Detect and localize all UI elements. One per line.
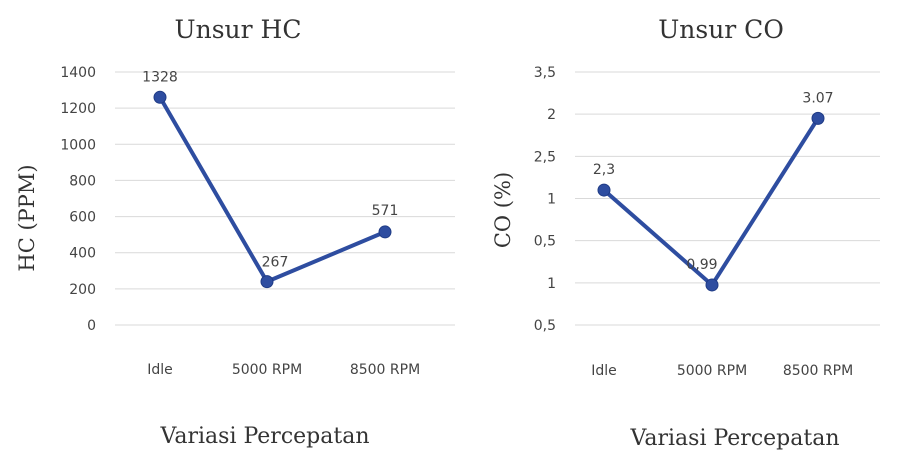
chart-co-x-tick-label: Idle [591, 363, 617, 379]
chart-co-title: Unsur CO [658, 15, 784, 44]
chart-co-data-label: 0,99 [686, 257, 717, 273]
chart-co: Unsur CO CO (%) Variasi Percepatan 0,510… [491, 15, 880, 451]
chart-hc-y-tick-label: 200 [69, 282, 96, 298]
chart-hc-x-tick-label: 8500 RPM [350, 362, 420, 378]
chart-co-y-tick-label: 0,5 [534, 318, 556, 334]
chart-hc-data-label: 267 [262, 255, 289, 271]
chart-hc-x-tick-label: Idle [147, 362, 173, 378]
chart-co-x-ticks: Idle 5000 RPM 8500 RPM [591, 363, 853, 379]
chart-hc-y-tick-label: 1200 [60, 101, 96, 117]
chart-co-data-label: 3.07 [802, 90, 833, 106]
chart-co-data-point [705, 278, 719, 292]
chart-co-data-point [811, 111, 825, 125]
chart-hc-data-point [260, 275, 274, 289]
chart-hc-data-point [153, 90, 167, 104]
chart-hc-data-point [378, 225, 392, 239]
chart-hc-y-tick-label: 1400 [60, 65, 96, 81]
chart-hc-gridlines [115, 71, 455, 326]
chart-hc-data-label: 1328 [142, 69, 178, 85]
chart-co-data-label: 2,3 [593, 162, 615, 178]
chart-co-x-tick-label: 8500 RPM [783, 363, 853, 379]
chart-co-x-axis-title: Variasi Percepatan [630, 426, 840, 451]
chart-hc-y-tick-label: 400 [69, 246, 96, 262]
chart-hc: Unsur HC HC (PPM) Variasi Percepatan 0 20… [15, 15, 455, 449]
chart-hc-x-tick-label: 5000 RPM [232, 362, 302, 378]
chart-co-y-tick-label: 0,5 [534, 234, 556, 250]
chart-hc-y-tick-label: 600 [69, 210, 96, 226]
chart-co-y-ticks: 0,5 1 0,5 1 2,5 2 3,5 [534, 65, 556, 334]
chart-co-y-tick-label: 1 [547, 192, 556, 208]
chart-co-y-tick-label: 2 [547, 107, 556, 123]
chart-hc-x-ticks: Idle 5000 RPM 8500 RPM [147, 362, 420, 378]
chart-co-data-point [597, 183, 611, 197]
chart-co-y-axis-title: CO (%) [491, 172, 515, 248]
chart-co-series: 2,3 0,99 3.07 [593, 90, 834, 292]
chart-hc-y-tick-label: 1000 [60, 137, 96, 153]
chart-co-x-tick-label: 5000 RPM [677, 363, 747, 379]
chart-hc-data-label: 571 [372, 203, 399, 219]
chart-hc-y-tick-label: 800 [69, 173, 96, 189]
chart-hc-y-axis-title: HC (PPM) [15, 164, 39, 271]
chart-co-gridlines [575, 71, 880, 326]
chart-hc-title: Unsur HC [175, 15, 302, 44]
chart-hc-series: 1328 267 571 [142, 69, 399, 289]
chart-hc-y-tick-label: 0 [87, 318, 96, 334]
chart-co-y-tick-label: 1 [547, 276, 556, 292]
chart-hc-x-axis-title: Variasi Percepatan [160, 424, 370, 449]
chart-co-y-tick-label: 2,5 [534, 149, 556, 165]
chart-hc-y-ticks: 0 200 400 600 800 1000 1200 1400 [60, 65, 96, 334]
chart-co-y-tick-label: 3,5 [534, 65, 556, 81]
